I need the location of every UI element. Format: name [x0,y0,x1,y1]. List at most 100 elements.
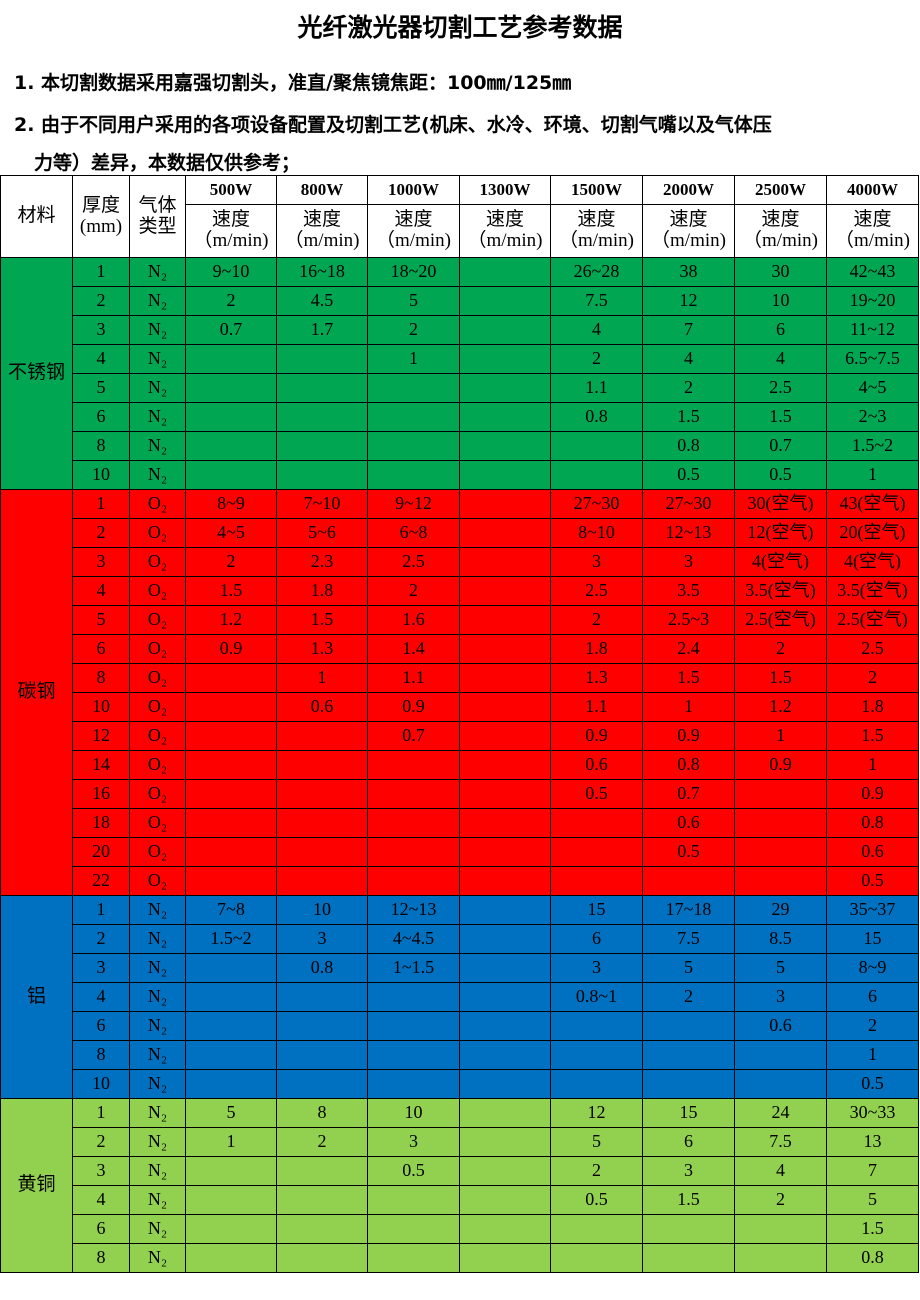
thickness-cell: 2 [72,1127,130,1157]
table-row: 6 N₂ 0.8 1.5 1.5 2~3 [0,402,919,432]
thickness-cell: 1 [72,489,130,519]
speed-cell [459,924,551,954]
gas-cell: O₂ [129,866,186,896]
thickness-cell: 6 [72,402,130,432]
speed-cell: 30(空气) [734,489,827,519]
table-row: 8 O₂ 1 1.1 1.3 1.5 1.5 2 [0,663,919,693]
speed-cell [185,344,277,374]
speed-cell: 2.5 [367,547,460,577]
speed-cell [459,779,551,809]
gas-cell: O₂ [129,750,186,780]
speed-cell [734,808,827,838]
speed-cell: 12 [550,1098,643,1128]
speed-cell [459,1214,551,1244]
speed-cell [276,402,368,432]
speed-cell [367,1069,460,1099]
table-row: 2 O₂ 4~5 5~6 6~8 8~10 12~13 12(空气) 20(空气) [0,518,919,548]
speed-cell [276,982,368,1012]
speed-cell [367,837,460,867]
speed-cell [459,315,551,345]
speed-cell: 2 [367,576,460,606]
speed-cell: 10 [367,1098,460,1128]
speed-cell [459,489,551,519]
speed-cell [276,1069,368,1099]
speed-cell: 2~3 [826,402,919,432]
speed-cell: 1 [642,692,735,722]
speed-cell [276,373,368,403]
speed-cell: 2 [550,1156,643,1186]
header-speed: 速度 （m/min) [826,204,919,258]
speed-cell: 18~20 [367,257,460,287]
speed-cell [367,373,460,403]
speed-cell: 4 [642,344,735,374]
speed-cell: 5 [550,1127,643,1157]
table-row: 16 O₂ 0.5 0.7 0.9 [0,779,919,809]
thickness-cell: 1 [72,895,130,925]
speed-cell: 20(空气) [826,518,919,548]
table-row: 铝 1 N₂ 7~8 10 12~13 15 17~18 29 35~37 [0,895,919,1099]
speed-cell [276,721,368,751]
speed-cell [459,808,551,838]
table-row: 10 O₂ 0.6 0.9 1.1 1 1.2 1.8 [0,692,919,722]
gas-cell: N₂ [129,315,186,345]
table-row: 3 O₂ 2 2.3 2.5 3 3 4(空气) 4(空气) [0,547,919,577]
speed-cell [459,663,551,693]
speed-cell: 0.5 [550,1185,643,1215]
thickness-cell: 2 [72,518,130,548]
speed-cell: 1 [734,721,827,751]
header-speed: 速度 （m/min) [642,204,735,258]
speed-cell [276,808,368,838]
speed-cell: 2 [734,634,827,664]
gas-cell: O₂ [129,779,186,809]
gas-cell: N₂ [129,286,186,316]
speed-cell [459,634,551,664]
speed-cell: 0.5 [826,866,919,896]
speed-cell: 11~12 [826,315,919,345]
thickness-cell: 8 [72,431,130,461]
speed-cell: 4~4.5 [367,924,460,954]
note-1: 1. 本切割数据采用嘉强切割头，准直/聚焦镜焦距：100㎜/125㎜ [14,72,572,94]
speed-cell [185,721,277,751]
speed-cell: 2 [550,605,643,635]
speed-cell [734,837,827,867]
material-cell: 碳钢 [0,489,73,896]
speed-cell: 2 [276,1127,368,1157]
speed-cell [367,1214,460,1244]
table-row: 8 N₂ 0.8 [0,1243,919,1273]
speed-cell: 0.9 [185,634,277,664]
speed-cell [185,866,277,896]
speed-cell: 3 [550,953,643,983]
speed-cell [367,982,460,1012]
speed-cell [185,982,277,1012]
speed-cell [185,1011,277,1041]
speed-cell: 1.2 [185,605,277,635]
thickness-cell: 18 [72,808,130,838]
table-row: 不锈钢 1 N₂ 9~10 16~18 18~20 26~28 38 30 42~43 [0,257,919,490]
speed-cell [550,431,643,461]
table-row: 4 O₂ 1.5 1.8 2 2.5 3.5 3.5(空气) 3.5(空气) [0,576,919,606]
speed-cell: 0.8 [826,1243,919,1273]
speed-cell: 17~18 [642,895,735,925]
speed-cell: 3.5(空气) [734,576,827,606]
gas-cell: N₂ [129,982,186,1012]
speed-cell: 2.3 [276,547,368,577]
table-row: 2 N₂ 2 4.5 5 7.5 12 10 19~20 [0,286,919,316]
thickness-cell: 8 [72,663,130,693]
cutting-data-table: 材料 厚度 (mm) 气体 类型 500W 800W 1000W 1300W 1500W 200… [0,175,919,1273]
speed-cell [734,1040,827,1070]
speed-cell [734,779,827,809]
speed-cell: 26~28 [550,257,643,287]
gas-cell: N₂ [129,1185,186,1215]
thickness-cell: 12 [72,721,130,751]
speed-cell: 4~5 [826,373,919,403]
speed-cell [185,431,277,461]
gas-cell: N₂ [129,953,186,983]
thickness-cell: 10 [72,460,130,490]
thickness-cell: 2 [72,286,130,316]
speed-cell: 29 [734,895,827,925]
speed-cell [459,837,551,867]
speed-cell [367,460,460,490]
speed-cell: 0.7 [185,315,277,345]
speed-cell [459,1011,551,1041]
speed-cell: 0.6 [734,1011,827,1041]
